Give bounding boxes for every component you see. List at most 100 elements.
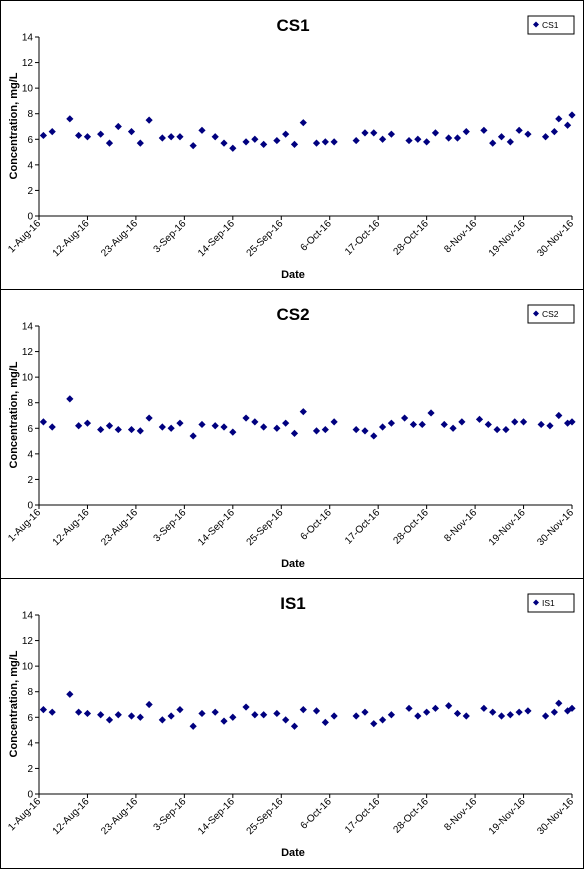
data-point [105,139,114,147]
data-point [273,136,281,145]
y-tick-label: 0 [27,501,33,512]
y-tick-label: 4 [27,449,33,460]
y-tick-label: 6 [27,424,33,435]
data-point [312,427,321,435]
data-point [550,708,558,716]
x-tick-label: 8-Nov-16 [442,507,479,544]
data-point [189,432,197,440]
legend: IS1 [527,593,575,613]
data-point [97,425,105,434]
data-point [273,424,281,432]
data-point [251,711,259,719]
data-point [83,133,92,141]
data-point [431,704,440,712]
y-tick-label: 8 [27,109,33,120]
data-point [458,418,466,426]
y-tick-label: 10 [22,84,34,95]
data-point [321,138,329,146]
data-point [312,707,321,715]
data-point [176,133,184,141]
y-tick-label: 12 [22,347,34,358]
chart-cs1: CS1 0 2 4 6 8 10 12 14 1-Aug-16 12-Aug-16 23-Aug-16… [6,15,576,281]
x-tick-label: 25-Sep-16 [245,218,286,259]
legend: CS1 [527,15,575,35]
data-point [453,134,462,142]
chart-panel-cs2: CS2 0 2 4 6 8 10 12 14 1-Aug-16 12-Aug-16 23-Aug-16… [0,289,584,579]
data-point [361,129,369,137]
y-tick-label: 4 [27,160,33,171]
x-tick-label: 17-Oct-16 [343,218,383,258]
data-point [290,140,299,148]
x-tick-label: 3-Sep-16 [152,218,189,255]
data-point [48,708,56,716]
chart-is1: IS1 0 2 4 6 8 10 12 14 1-Aug-16 12-Aug-16 23-Aug-16… [6,593,576,859]
data-point [480,126,488,134]
data-point [136,713,144,721]
data-point [352,425,360,434]
data-point [563,121,572,129]
data-point [480,704,488,712]
data-point [497,133,506,141]
data-point [114,122,122,131]
y-axis-label: Concentration, mg/L [8,650,20,757]
data-point [405,704,413,712]
data-point [260,140,268,148]
data-point [506,711,514,719]
data-point [541,712,550,720]
chart-cs2: CS2 0 2 4 6 8 10 12 14 1-Aug-16 12-Aug-16 23-Aug-16… [6,304,576,570]
data-point [260,711,268,719]
data-point [524,130,532,138]
x-tick-label: 6-Oct-16 [299,218,335,254]
data-point [414,712,422,720]
data-point [484,420,492,429]
data-point [299,408,307,416]
data-point [39,706,48,714]
data-point [83,709,92,718]
x-tick-label: 6-Oct-16 [299,507,335,543]
data-point [387,711,395,719]
data-point [555,411,563,420]
y-tick-label: 10 [22,373,34,384]
data-point [321,425,329,434]
data-point [251,135,259,143]
data-point [378,135,387,143]
data-point [75,131,83,140]
data-point [48,423,56,431]
data-point [251,418,259,426]
data-point [550,128,558,136]
data-point [198,420,206,429]
data-point [489,139,497,147]
data-point [462,128,470,136]
data-point [414,135,422,143]
data-point [330,712,338,720]
legend-label: CS1 [542,20,559,30]
x-tick-label: 6-Oct-16 [299,796,335,832]
x-tick-label: 1-Aug-16 [6,218,43,255]
x-tick-label: 23-Aug-16 [99,218,140,259]
x-tick-label: 23-Aug-16 [99,796,140,837]
x-tick-label: 28-Oct-16 [392,507,432,547]
data-point [127,128,136,136]
data-point [445,134,453,142]
data-point [423,708,431,716]
x-tick-label: 25-Sep-16 [245,507,286,548]
y-tick-label: 14 [22,611,34,622]
data-point [418,420,426,429]
data-point [370,720,378,728]
data-point [229,144,237,152]
data-point [105,716,114,724]
data-point [423,138,431,146]
data-point [83,419,92,427]
chart-title: IS1 [280,594,306,613]
x-tick-label: 3-Sep-16 [152,507,189,544]
data-point [401,414,409,422]
data-point [330,138,338,146]
data-point [489,708,497,716]
data-point [524,707,532,715]
data-point [198,126,206,134]
data-point [229,428,237,436]
data-point [475,415,484,423]
data-point [427,409,435,417]
data-point [105,422,114,430]
data-point [145,414,153,422]
